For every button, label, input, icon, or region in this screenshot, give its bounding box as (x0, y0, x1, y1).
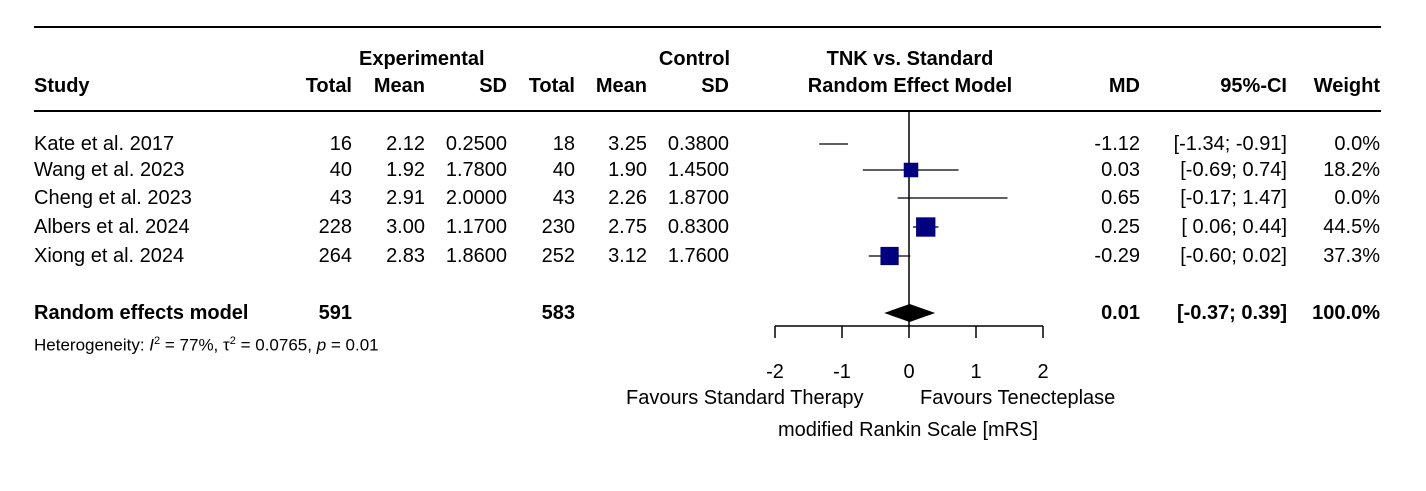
e-mean: 1.92 (386, 159, 425, 181)
x-tick-label: 0 (903, 361, 914, 383)
header-c-total: Total (528, 75, 575, 97)
study-name: Kate et al. 2017 (34, 133, 175, 155)
ci-value: [-1.34; -0.91] (1173, 133, 1287, 155)
header-rule (34, 110, 1381, 112)
pooled-md: 0.01 (1101, 302, 1140, 324)
study-square (916, 217, 936, 237)
header-ci: 95%-CI (1220, 75, 1287, 97)
ci-value: [ 0.06; 0.44] (1181, 216, 1287, 238)
study-name: Wang et al. 2023 (34, 159, 185, 181)
e-sd: 1.7800 (445, 159, 507, 181)
pooled-name: Random effects model (34, 302, 249, 324)
x-tick-label: -2 (766, 361, 784, 383)
md-value: -1.12 (1094, 133, 1140, 155)
c-sd: 1.4500 (667, 159, 729, 181)
p-value: = 0.01 (326, 335, 379, 355)
weight-value: 0.0% (1334, 133, 1380, 155)
e-mean: 2.91 (386, 187, 425, 209)
study-square (903, 162, 919, 178)
c-total: 43 (552, 187, 575, 209)
x-tick-label: 1 (970, 361, 981, 383)
c-sd: 0.3800 (667, 133, 729, 155)
i2-symbol: I (149, 335, 155, 355)
c-sd: 1.7600 (667, 245, 729, 267)
header-c-mean: Mean (595, 75, 647, 97)
ci-value: [-0.17; 1.47] (1180, 187, 1287, 209)
c-total: 40 (552, 159, 575, 181)
top-rule (34, 26, 1381, 28)
weight-value: 37.3% (1323, 245, 1380, 267)
x-tick-label: -1 (833, 361, 851, 383)
c-total: 230 (541, 216, 575, 238)
pooled-e-total: 591 (318, 302, 352, 324)
weight-value: 44.5% (1323, 216, 1380, 238)
header-weight: Weight (1313, 75, 1380, 97)
header-control: Control (658, 48, 730, 70)
md-value: 0.25 (1101, 216, 1140, 238)
ci-value: [-0.60; 0.02] (1180, 245, 1287, 267)
plot-subtitle: Random Effect Model (807, 75, 1013, 97)
e-total: 228 (318, 216, 352, 238)
tau2-value: = 0.0765, (235, 335, 317, 355)
header-e-sd: SD (479, 75, 507, 97)
p-symbol: p (316, 335, 327, 355)
c-mean: 1.90 (608, 159, 647, 181)
c-sd: 0.8300 (667, 216, 729, 238)
weight-value: 0.0% (1334, 187, 1380, 209)
header-e-mean: Mean (373, 75, 425, 97)
header-c-sd: SD (701, 75, 729, 97)
tau2-symbol: τ (223, 335, 230, 355)
e-mean: 2.83 (386, 245, 425, 267)
c-total: 252 (541, 245, 575, 267)
x-tick-label: 2 (1037, 361, 1048, 383)
x-label-right: Favours Tenecteplase (920, 387, 1116, 409)
x-axis-title: modified Rankin Scale [mRS] (777, 419, 1039, 441)
c-mean: 2.75 (608, 216, 647, 238)
e-mean: 3.00 (386, 216, 425, 238)
c-total: 18 (552, 133, 575, 155)
heterogeneity-text: Heterogeneity: I2 = 77%, τ2 = 0.0765, p … (34, 335, 379, 355)
ci-value: [-0.69; 0.74] (1180, 159, 1287, 181)
e-total: 16 (329, 133, 352, 155)
study-square (880, 246, 899, 266)
c-mean: 3.25 (608, 133, 647, 155)
header-study: Study (34, 75, 90, 97)
e-sd: 2.0000 (445, 187, 507, 209)
c-mean: 3.12 (608, 245, 647, 267)
study-name: Cheng et al. 2023 (34, 187, 192, 209)
header-e-total: Total (305, 75, 352, 97)
study-name: Albers et al. 2024 (34, 216, 190, 238)
e-sd: 0.2500 (445, 133, 507, 155)
e-mean: 2.12 (386, 133, 425, 155)
het-label: Heterogeneity: (34, 335, 150, 355)
e-total: 40 (329, 159, 352, 181)
pooled-weight: 100.0% (1312, 302, 1380, 324)
pooled-c-total: 583 (541, 302, 575, 324)
header-experimental: Experimental (359, 48, 485, 70)
e-sd: 1.1700 (445, 216, 507, 238)
e-sd: 1.8600 (445, 245, 507, 267)
study-name: Xiong et al. 2024 (34, 245, 185, 267)
pooled-ci: [-0.37; 0.39] (1176, 302, 1287, 324)
pooled-diamond (884, 304, 936, 322)
e-total: 43 (329, 187, 352, 209)
md-value: 0.03 (1101, 159, 1140, 181)
i2-value: = 77%, (160, 335, 224, 355)
c-sd: 1.8700 (667, 187, 729, 209)
c-mean: 2.26 (608, 187, 647, 209)
plot-title: TNK vs. Standard (826, 48, 994, 70)
e-total: 264 (318, 245, 352, 267)
header-md: MD (1108, 75, 1140, 97)
md-value: -0.29 (1094, 245, 1140, 267)
md-value: 0.65 (1101, 187, 1140, 209)
x-label-left: Favours Standard Therapy (626, 387, 864, 409)
weight-value: 18.2% (1323, 159, 1380, 181)
